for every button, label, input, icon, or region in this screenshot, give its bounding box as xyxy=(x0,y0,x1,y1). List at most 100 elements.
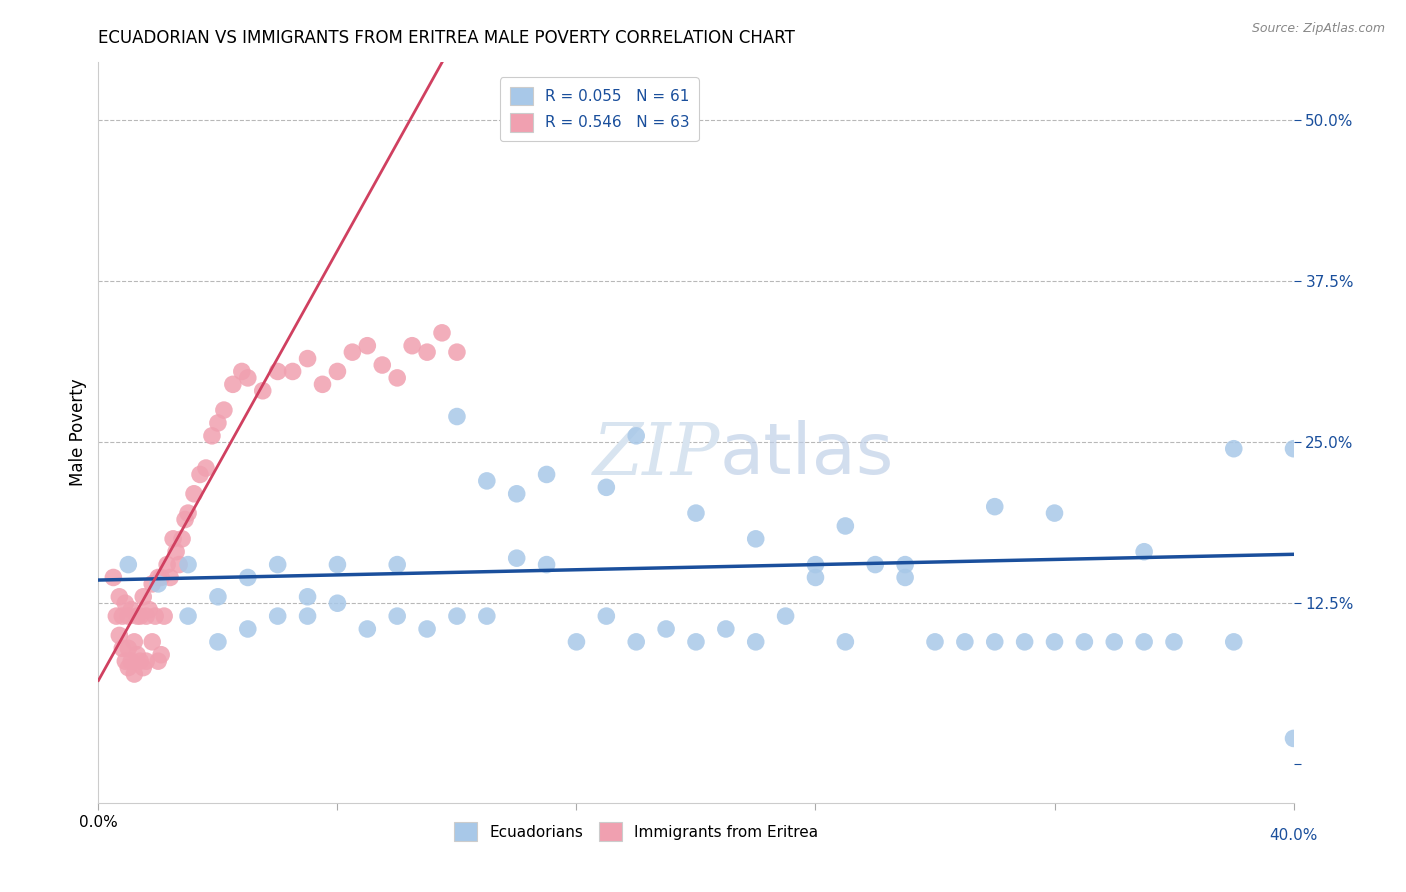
Point xyxy=(506,487,529,501)
Point xyxy=(1014,635,1036,649)
Point xyxy=(132,660,155,674)
Point xyxy=(177,506,200,520)
Point xyxy=(138,602,160,616)
Point xyxy=(924,635,946,649)
Point xyxy=(135,654,157,668)
Point xyxy=(446,609,468,624)
Point xyxy=(1223,635,1246,649)
Point xyxy=(111,641,134,656)
Point xyxy=(236,570,259,584)
Legend: Ecuadorians, Immigrants from Eritrea: Ecuadorians, Immigrants from Eritrea xyxy=(449,816,824,847)
Point xyxy=(141,577,163,591)
Point xyxy=(1043,635,1066,649)
Point xyxy=(565,635,588,649)
Point xyxy=(236,371,259,385)
Point xyxy=(984,500,1007,514)
Point xyxy=(446,345,468,359)
Text: atlas: atlas xyxy=(720,420,894,490)
Text: 40.0%: 40.0% xyxy=(1270,828,1317,843)
Point xyxy=(150,648,173,662)
Point xyxy=(207,635,229,649)
Point xyxy=(236,622,259,636)
Point xyxy=(311,377,333,392)
Point xyxy=(165,545,187,559)
Point xyxy=(297,351,319,366)
Point xyxy=(120,654,142,668)
Point xyxy=(745,532,768,546)
Point xyxy=(124,667,146,681)
Point xyxy=(117,609,139,624)
Point xyxy=(267,609,290,624)
Point xyxy=(117,641,139,656)
Point xyxy=(655,622,678,636)
Text: ZIP: ZIP xyxy=(592,419,720,490)
Text: ECUADORIAN VS IMMIGRANTS FROM ERITREA MALE POVERTY CORRELATION CHART: ECUADORIAN VS IMMIGRANTS FROM ERITREA MA… xyxy=(98,29,796,47)
Point xyxy=(1043,506,1066,520)
Point xyxy=(177,609,200,624)
Point xyxy=(685,635,707,649)
Point xyxy=(156,558,179,572)
Point xyxy=(174,512,197,526)
Point xyxy=(117,558,139,572)
Point xyxy=(141,635,163,649)
Point xyxy=(416,622,439,636)
Point xyxy=(775,609,797,624)
Point xyxy=(127,648,149,662)
Point xyxy=(865,558,887,572)
Point xyxy=(984,635,1007,649)
Point xyxy=(212,403,235,417)
Point xyxy=(162,532,184,546)
Point xyxy=(124,635,146,649)
Point xyxy=(326,558,349,572)
Point xyxy=(172,532,194,546)
Point xyxy=(148,577,170,591)
Point xyxy=(148,570,170,584)
Point xyxy=(297,590,319,604)
Point xyxy=(188,467,211,482)
Point xyxy=(745,635,768,649)
Point xyxy=(132,590,155,604)
Point xyxy=(1282,442,1305,456)
Point xyxy=(894,570,917,584)
Point xyxy=(430,326,453,340)
Point xyxy=(595,480,617,494)
Text: Source: ZipAtlas.com: Source: ZipAtlas.com xyxy=(1251,22,1385,36)
Point xyxy=(401,339,423,353)
Point xyxy=(153,609,176,624)
Point xyxy=(714,622,737,636)
Point xyxy=(385,558,409,572)
Point xyxy=(108,628,131,642)
Point xyxy=(127,609,149,624)
Point xyxy=(159,570,181,584)
Point xyxy=(595,609,617,624)
Point xyxy=(231,364,253,378)
Point xyxy=(267,364,290,378)
Point xyxy=(195,461,218,475)
Point xyxy=(536,558,558,572)
Point xyxy=(385,371,409,385)
Point xyxy=(1133,545,1156,559)
Point xyxy=(117,660,139,674)
Point xyxy=(1073,635,1095,649)
Point xyxy=(207,416,229,430)
Point xyxy=(475,474,498,488)
Point xyxy=(1163,635,1185,649)
Point xyxy=(111,609,134,624)
Point xyxy=(148,654,170,668)
Point xyxy=(356,339,378,353)
Point xyxy=(201,429,224,443)
Point xyxy=(804,570,827,584)
Point xyxy=(108,590,131,604)
Point xyxy=(834,519,856,533)
Point xyxy=(105,609,128,624)
Point xyxy=(385,609,409,624)
Point xyxy=(129,654,152,668)
Point xyxy=(356,622,378,636)
Point xyxy=(953,635,976,649)
Point xyxy=(626,429,648,443)
Point xyxy=(506,551,529,566)
Point xyxy=(475,609,498,624)
Point xyxy=(342,345,364,359)
Point xyxy=(371,358,394,372)
Point xyxy=(834,635,856,649)
